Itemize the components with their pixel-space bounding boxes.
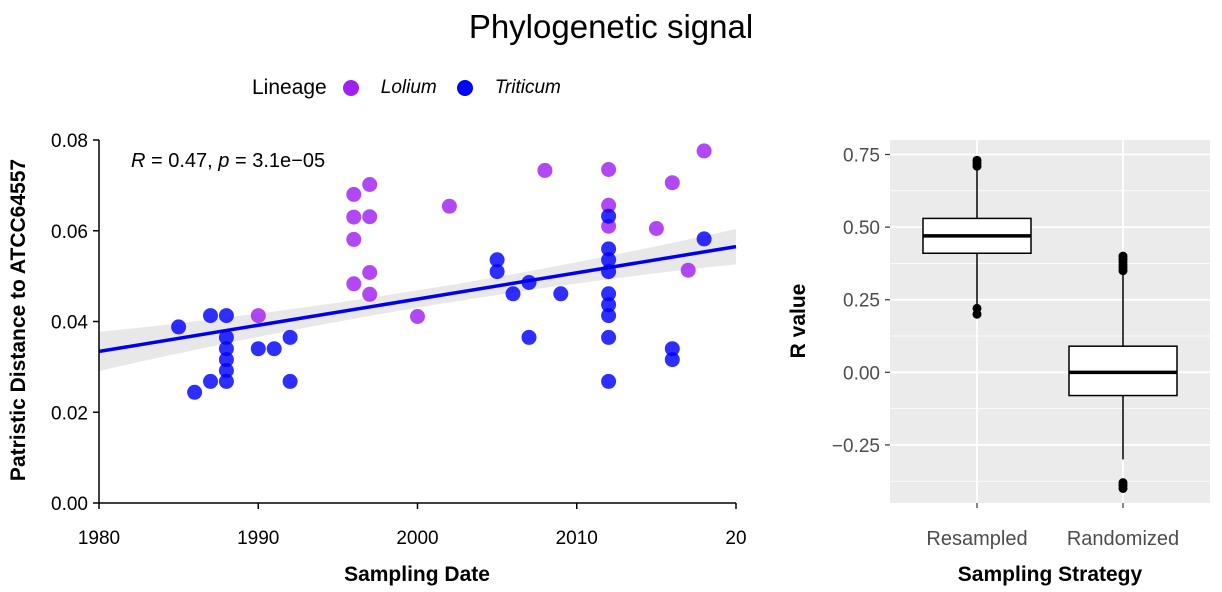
point-triticum-15 <box>489 264 505 280</box>
annotation-r-value: = 0.47, <box>145 150 218 172</box>
point-triticum-31 <box>696 231 712 247</box>
x-axis-title: Sampling Date <box>344 563 490 586</box>
point-triticum-0 <box>171 319 187 335</box>
y-tick-label-3: 0.06 <box>51 222 88 243</box>
point-lolium-16 <box>664 175 680 191</box>
boxplot-boxes <box>922 155 1178 493</box>
boxplot-y-tick-label-0: 0.75 <box>843 146 880 167</box>
x-tick-label-1: 1990 <box>237 528 279 549</box>
point-triticum-11 <box>266 341 282 357</box>
point-lolium-7 <box>362 265 378 280</box>
outlier-randomized-8 <box>1118 483 1128 493</box>
point-lolium-13 <box>601 197 617 213</box>
annotation-p-label: p <box>217 150 229 172</box>
point-triticum-26 <box>601 308 617 324</box>
point-lolium-2 <box>346 209 362 225</box>
figure-title: Phylogenetic signal <box>468 8 754 45</box>
point-triticum-28 <box>601 373 617 389</box>
boxplot-y-tick-label-3: 0.00 <box>843 363 880 384</box>
legend-item-lolium: Lolium <box>342 77 437 99</box>
point-lolium-6 <box>362 209 378 225</box>
point-triticum-1 <box>187 384 203 400</box>
boxplot-x-axis-title: Sampling Strategy <box>958 563 1143 586</box>
y-tick-label-0: 0.00 <box>51 494 88 515</box>
point-lolium-12 <box>601 162 617 177</box>
outlier-resampled-2 <box>972 161 982 171</box>
point-triticum-4 <box>218 308 234 324</box>
boxplot-x-tick-label-0: Resampled <box>926 528 1027 550</box>
point-lolium-5 <box>362 177 378 192</box>
point-lolium-11 <box>537 162 553 178</box>
boxplot-panel: 0.75 0.50 0.25 0.00 −0.25 Resampled Randomize… <box>787 140 1210 586</box>
boxplot-x-ticks: Resampled Randomized <box>926 503 1179 550</box>
boxplot-y-tick-label-1: 0.50 <box>843 218 880 239</box>
point-triticum-24 <box>601 286 617 302</box>
trend-line <box>98 244 737 354</box>
point-triticum-16 <box>505 286 521 302</box>
point-triticum-30 <box>664 352 680 368</box>
point-triticum-13 <box>282 373 298 389</box>
annotation-r-label: R <box>131 150 145 172</box>
point-lolium-18 <box>696 143 712 159</box>
point-lolium-4 <box>346 276 362 292</box>
annotation-p-value: = 3.1e−05 <box>229 150 325 172</box>
point-triticum-8 <box>218 363 234 378</box>
y-tick-label-1: 0.02 <box>51 403 88 424</box>
point-triticum-21 <box>601 241 617 257</box>
point-triticum-27 <box>601 329 617 345</box>
point-triticum-20 <box>601 208 617 224</box>
point-lolium-17 <box>680 262 696 278</box>
outlier-resampled-4 <box>972 309 982 319</box>
x-tick-label-2: 2000 <box>396 528 438 549</box>
point-lolium-0 <box>250 308 266 324</box>
x-tick-label-0: 1980 <box>78 528 120 549</box>
y-tick-label-4: 0.08 <box>51 131 88 152</box>
boxplot-background <box>890 140 1210 503</box>
point-triticum-7 <box>218 352 234 368</box>
x-tick-label-3: 2010 <box>556 528 598 549</box>
point-triticum-6 <box>218 341 234 357</box>
legend-swatch-triticum <box>456 80 473 96</box>
point-triticum-22 <box>601 252 617 268</box>
point-triticum-25 <box>601 297 617 313</box>
legend-title: Lineage <box>252 76 327 99</box>
outlier-randomized-5 <box>1118 266 1128 276</box>
point-triticum-9 <box>218 373 234 389</box>
point-triticum-14 <box>489 252 505 268</box>
annotation-text: R = 0.47, p = 3.1e−05 <box>131 150 325 172</box>
boxplot-x-tick-label-1: Randomized <box>1067 528 1179 550</box>
point-lolium-10 <box>441 198 457 214</box>
point-triticum-3 <box>203 373 218 389</box>
x-tick-label-4: 20 <box>725 528 746 549</box>
legend-swatch-lolium <box>342 80 359 96</box>
boxplot-y-tick-label-4: −0.25 <box>832 436 880 457</box>
point-triticum-18 <box>521 329 537 345</box>
point-triticum-19 <box>553 286 569 302</box>
y-tick-label-2: 0.04 <box>51 313 88 334</box>
point-lolium-15 <box>648 221 664 236</box>
scatter-points <box>171 143 712 400</box>
point-triticum-10 <box>250 341 266 357</box>
legend-label-triticum: Triticum <box>494 77 561 98</box>
legend-label-lolium: Lolium <box>380 77 437 98</box>
point-triticum-29 <box>664 341 680 357</box>
legend-item-triticum: Triticum <box>456 77 561 99</box>
point-lolium-8 <box>362 286 378 302</box>
boxplot-y-tick-label-2: 0.25 <box>843 291 880 312</box>
boxplot-y-ticks: 0.75 0.50 0.25 0.00 −0.25 <box>832 146 890 457</box>
point-triticum-2 <box>203 308 218 324</box>
point-triticum-5 <box>218 329 234 345</box>
point-lolium-3 <box>346 231 362 247</box>
y-axis-title: Patristic Distance to ATCC64557 <box>7 159 30 481</box>
boxplot-y-axis-title: R value <box>787 284 810 359</box>
x-axis-ticks: 1980 1990 2000 2010 20 <box>78 503 747 549</box>
point-lolium-1 <box>346 186 362 202</box>
point-triticum-12 <box>282 329 298 345</box>
legend: Lineage Lolium Triticum <box>252 72 581 104</box>
scatter-panel: 1980 1990 2000 2010 20 0.000.020.040.060.08 … <box>7 131 747 586</box>
point-lolium-9 <box>410 309 425 324</box>
y-axis-ticks: 0.00 0.02 0.04 0.06 0.08 <box>51 131 99 515</box>
